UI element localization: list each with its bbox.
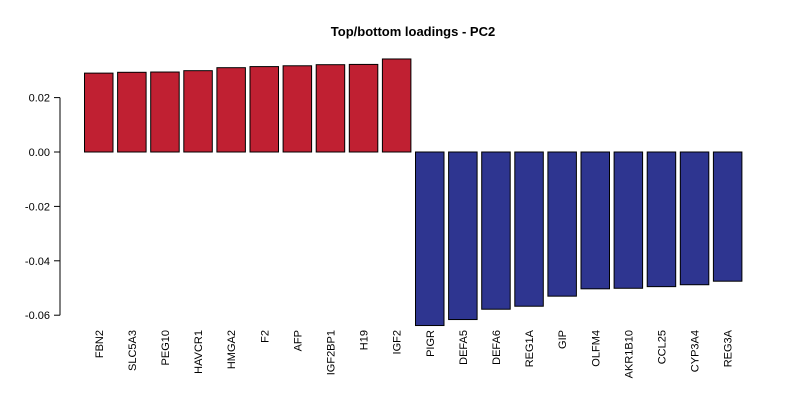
category-label: DEFA5 <box>458 330 470 365</box>
category-label: REG3A <box>723 329 735 367</box>
category-label: AFP <box>292 330 304 351</box>
bar-gip <box>547 151 577 297</box>
category-label: IGF2 <box>392 330 404 354</box>
y-tick-label: -0.02 <box>25 201 50 213</box>
y-tick-label: -0.04 <box>25 256 50 268</box>
bar-olfm4 <box>580 151 610 290</box>
bars <box>84 58 743 327</box>
bar-ccl25 <box>646 151 677 288</box>
category-label: DEFA6 <box>491 330 503 365</box>
category-label: H19 <box>359 330 371 350</box>
category-label: SLC5A3 <box>127 330 139 371</box>
category-label: CCL25 <box>656 330 668 364</box>
category-label: F2 <box>259 330 271 343</box>
category-label: OLFM4 <box>590 330 602 367</box>
bar-cyp3a4 <box>679 151 710 286</box>
bar-akr1b10 <box>613 151 644 289</box>
chart-title: Top/bottom loadings - PC2 <box>331 24 495 39</box>
category-label: GIP <box>557 330 569 349</box>
category-label: REG1A <box>524 329 536 367</box>
bar-defa5 <box>448 151 478 321</box>
bar-hmga2 <box>216 67 246 153</box>
category-label: IGF2BP1 <box>325 330 337 375</box>
bar-fbn2 <box>84 72 114 153</box>
category-label: PEG10 <box>160 330 172 365</box>
bar-igf2 <box>381 58 412 153</box>
bar-h19 <box>348 63 379 153</box>
category-label: CYP3A4 <box>690 330 702 372</box>
y-tick-label: 0.02 <box>29 93 50 105</box>
bar-havcr1 <box>183 70 213 153</box>
category-label: PIGR <box>425 330 437 357</box>
bar-defa6 <box>481 151 511 310</box>
bar-pigr <box>415 151 445 327</box>
bar-reg1a <box>514 151 544 307</box>
category-label: HMGA2 <box>226 330 238 369</box>
y-tick-label: -0.06 <box>25 310 50 322</box>
y-axis: 0.02 0.00 -0.02 -0.04 -0.06 <box>25 93 61 322</box>
category-label: AKR1B10 <box>623 330 635 378</box>
category-label: FBN2 <box>94 330 106 358</box>
category-label: HAVCR1 <box>193 330 205 374</box>
bar-igf2bp1 <box>315 64 346 153</box>
bar-reg3a <box>712 151 743 282</box>
bar-f2 <box>249 66 279 153</box>
x-labels: FBN2 SLC5A3 PEG10 HAVCR1 HMGA2 F2 AFP IGF2BP1 H1… <box>94 329 735 378</box>
y-tick-label: 0.00 <box>29 147 50 159</box>
bar-peg10 <box>150 71 180 153</box>
bar-slc5a3 <box>117 71 147 153</box>
bar-afp <box>282 65 313 153</box>
